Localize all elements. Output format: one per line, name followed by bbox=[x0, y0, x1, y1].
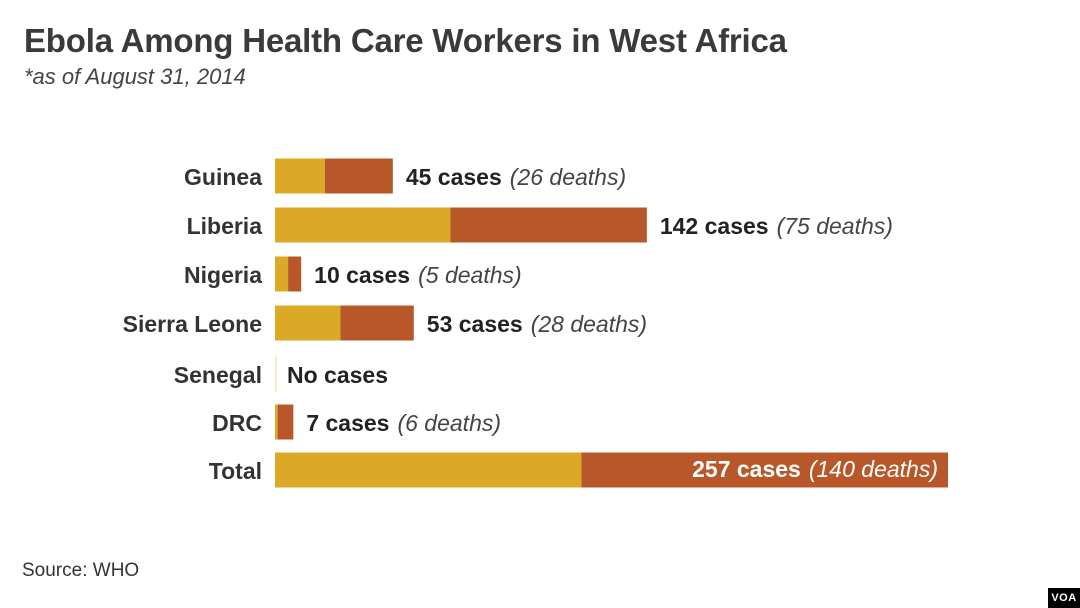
source-note: Source: WHO bbox=[22, 560, 140, 581]
bar-deaths-sierra-leone bbox=[340, 305, 414, 341]
bar-nonfatal-sierra-leone bbox=[275, 305, 341, 341]
value-label-total: 257 cases (140 deaths) bbox=[692, 456, 938, 482]
bar-nonfatal-nigeria bbox=[275, 256, 289, 292]
cases-label-guinea: 45 cases bbox=[406, 164, 502, 190]
value-label-guinea: 45 cases (26 deaths) bbox=[406, 164, 626, 190]
deaths-label-total: (140 deaths) bbox=[809, 456, 938, 482]
value-label-liberia: 142 cases (75 deaths) bbox=[660, 213, 893, 239]
chart-title: Ebola Among Health Care Workers in West … bbox=[24, 22, 787, 59]
deaths-label-liberia: (75 deaths) bbox=[777, 213, 893, 239]
deaths-label-sierra-leone: (28 deaths) bbox=[531, 311, 647, 337]
category-label-guinea: Guinea bbox=[184, 164, 262, 190]
deaths-label-guinea: (26 deaths) bbox=[510, 164, 626, 190]
deaths-label-nigeria: (5 deaths) bbox=[418, 262, 522, 288]
bar-deaths-liberia bbox=[450, 207, 647, 243]
value-label-senegal: No cases bbox=[287, 362, 388, 388]
bar-nonfatal-guinea bbox=[275, 158, 325, 194]
bar-nonfatal-drc bbox=[275, 404, 278, 440]
deaths-label-drc: (6 deaths) bbox=[397, 410, 501, 436]
category-label-nigeria: Nigeria bbox=[184, 262, 262, 288]
bar-zero-senegal bbox=[275, 356, 277, 392]
value-label-sierra-leone: 53 cases (28 deaths) bbox=[427, 311, 647, 337]
category-label-liberia: Liberia bbox=[187, 213, 263, 239]
bar-nonfatal-total bbox=[275, 452, 582, 488]
cases-label-nigeria: 10 cases bbox=[314, 262, 410, 288]
cases-label-liberia: 142 cases bbox=[660, 213, 769, 239]
value-label-nigeria: 10 cases (5 deaths) bbox=[314, 262, 522, 288]
category-label-drc: DRC bbox=[212, 410, 262, 436]
cases-label-drc: 7 cases bbox=[306, 410, 389, 436]
cases-label-total: 257 cases bbox=[692, 456, 801, 482]
category-label-sierra-leone: Sierra Leone bbox=[123, 311, 262, 337]
bar-nonfatal-liberia bbox=[275, 207, 451, 243]
value-label-drc: 7 cases (6 deaths) bbox=[306, 410, 501, 436]
bar-deaths-total bbox=[581, 452, 948, 488]
category-label-senegal: Senegal bbox=[174, 362, 262, 388]
cases-label-senegal: No cases bbox=[287, 362, 388, 388]
cases-label-sierra-leone: 53 cases bbox=[427, 311, 523, 337]
chart-subtitle: *as of August 31, 2014 bbox=[24, 64, 246, 89]
voa-logo: VOA bbox=[1048, 588, 1080, 608]
bar-deaths-nigeria bbox=[288, 256, 302, 292]
bar-deaths-guinea bbox=[324, 158, 393, 194]
bar-deaths-drc bbox=[277, 404, 294, 440]
category-label-total: Total bbox=[209, 458, 262, 484]
